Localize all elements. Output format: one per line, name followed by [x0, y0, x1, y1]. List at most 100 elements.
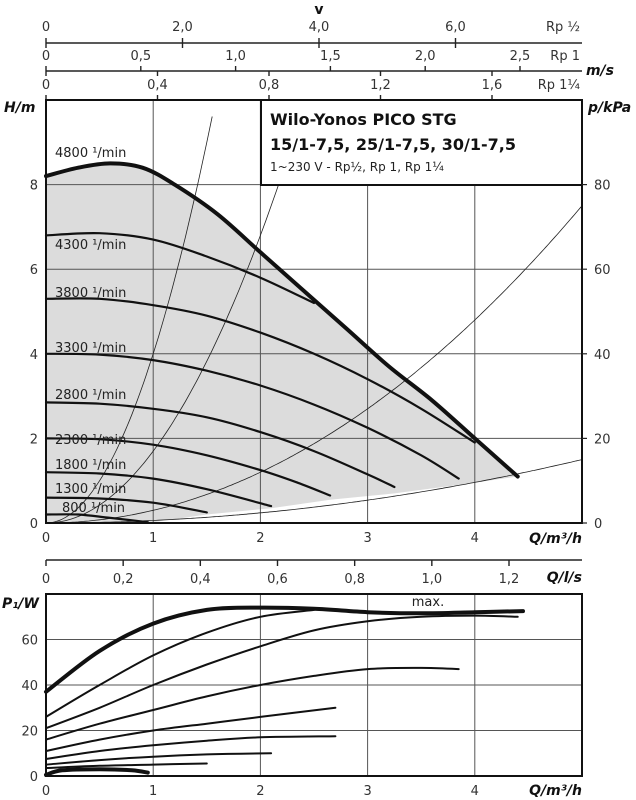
power-curve-1300	[45, 762, 208, 769]
system-curve-2	[45, 108, 304, 524]
system-curve-1	[45, 116, 213, 524]
velocity-tick-label: 1,2	[370, 78, 391, 93]
power-x-tick-label: 4	[471, 784, 479, 799]
title-box	[260, 99, 583, 186]
head-curve-1800	[44, 471, 273, 508]
power-curve-1800	[45, 752, 273, 766]
x-tick-label: 4	[471, 531, 479, 546]
pipe-size-label: Rp ½	[546, 20, 580, 35]
operating-region	[46, 163, 518, 523]
power-grid	[46, 594, 582, 776]
power-x-tick-label: 3	[363, 784, 371, 799]
y-axis-title: H/m	[4, 100, 35, 116]
head-curve-2300	[44, 437, 332, 497]
power-curve-3800	[45, 614, 519, 730]
speed-label: 1800 ¹/min	[55, 458, 126, 473]
pipe-size-label: Rp 1¼	[538, 78, 581, 93]
speed-labels: 4800 ¹/min 4300 ¹/min 3800 ¹/min 3300 ¹/min…	[55, 146, 126, 516]
velocity-tick-label: 2,0	[172, 20, 193, 35]
velocity-tick-label: 0	[42, 78, 50, 93]
power-y-tick-label: 20	[21, 725, 38, 740]
head-curve-4300	[44, 231, 316, 305]
x2-axis-title: Q/l/s	[547, 570, 582, 586]
power-curve-800	[44, 767, 150, 777]
flow-ls-tick-label: 0,8	[344, 572, 365, 587]
head-curve-1300	[44, 496, 208, 514]
pipe-size-label: Rp 1	[550, 49, 580, 64]
velocity-unit-label: m/s	[586, 63, 614, 79]
power-x-tick-label: 0	[42, 784, 50, 799]
velocity-tick-label: 0	[42, 49, 50, 64]
velocity-tick-label: 0,4	[147, 78, 168, 93]
velocity-tick-label: 1,0	[225, 49, 246, 64]
speed-label: 2300 ¹/min	[55, 433, 126, 448]
speed-label: 3800 ¹/min	[55, 286, 126, 301]
head-curve-3800	[44, 297, 476, 444]
speed-label: 1300 ¹/min	[55, 482, 126, 497]
power-x-axis-title: Q/m³/h	[529, 783, 582, 799]
system-curve-3	[45, 205, 583, 524]
flow-ls-tick-label: 0,6	[267, 572, 288, 587]
power-x-tick-label: 2	[256, 784, 264, 799]
flow-ls-tick-label: 0,2	[113, 572, 134, 587]
power-chart-frame	[45, 593, 583, 777]
power-curve-3300	[45, 666, 460, 741]
velocity-tick-label: 0,5	[130, 49, 151, 64]
x-tick-label: 0	[42, 531, 50, 546]
power-y-axis-title: P₁/W	[2, 596, 40, 612]
x-tick-label: 1	[149, 531, 157, 546]
flow-ls-tick-label: 0	[42, 572, 50, 587]
velocity-tick-label: 0	[42, 20, 50, 35]
y2-tick-label: 80	[594, 179, 611, 194]
velocity-axis-title: v	[314, 2, 323, 18]
power-curve-4300	[45, 608, 315, 718]
flow-ls-axis: 0 0,2 0,4 0,6 0,8 1,0 1,2	[42, 559, 582, 587]
chart-subtitle: 15/1-7,5, 25/1-7,5, 30/1-7,5	[270, 135, 516, 154]
power-y-tick-label: 0	[30, 770, 38, 785]
velocity-tick-label: 1,5	[320, 49, 341, 64]
y2-tick-label: 60	[594, 263, 611, 278]
head-curve-2800	[44, 401, 396, 489]
y2-tick-label: 0	[594, 517, 602, 532]
head-curve-800	[44, 513, 149, 524]
head-series	[44, 161, 520, 524]
y-tick-label: 4	[30, 348, 38, 363]
x-axis-title: Q/m³/h	[529, 531, 582, 547]
flow-ls-tick-label: 1,0	[421, 572, 442, 587]
speed-label: 3300 ¹/min	[55, 341, 126, 356]
power-x-tick-label: 1	[149, 784, 157, 799]
head-curve-4800	[44, 161, 520, 479]
max-annotation: max.	[412, 595, 444, 610]
chart-subtitle-2: 1~230 V - Rp½, Rp 1, Rp 1¼	[270, 160, 444, 174]
y-tick-label: 6	[30, 263, 38, 278]
speed-label: 2800 ¹/min	[55, 388, 126, 403]
velocity-tick-label: 6,0	[445, 20, 466, 35]
power-curve-4800	[44, 605, 525, 694]
velocity-axes: 0 2,0 4,0 6,0 Rp ½ 0 0,5 1,0 1,5 2,0 2,5 Rp 1 0 0,4 0,…	[42, 20, 582, 100]
head-curve-3300	[44, 352, 460, 480]
x-tick-label: 3	[363, 531, 371, 546]
chart-title: Wilo-Yonos PICO STG	[270, 110, 457, 129]
velocity-tick-label: 2,5	[510, 49, 531, 64]
velocity-tick-label: 0,8	[259, 78, 280, 93]
speed-label: 800 ¹/min	[62, 501, 125, 516]
y2-tick-label: 20	[594, 432, 611, 447]
power-y-tick-label: 40	[21, 679, 38, 694]
speed-label: 4300 ¹/min	[55, 238, 126, 253]
y-tick-label: 2	[30, 432, 38, 447]
power-curve-2300	[45, 735, 337, 760]
velocity-tick-label: 4,0	[309, 20, 330, 35]
velocity-tick-label: 1,6	[482, 78, 503, 93]
speed-label: 4800 ¹/min	[55, 146, 126, 161]
power-series	[44, 605, 525, 777]
y-tick-label: 8	[30, 179, 38, 194]
flow-ls-tick-label: 0,4	[190, 572, 211, 587]
power-y-tick-label: 60	[21, 634, 38, 649]
power-curve-2800	[45, 706, 337, 752]
y2-tick-label: 40	[594, 348, 611, 363]
